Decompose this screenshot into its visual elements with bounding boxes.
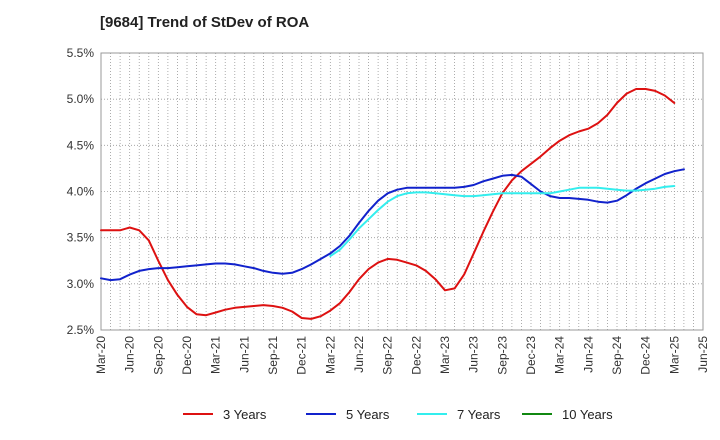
y-tick-label: 5.5% xyxy=(67,46,95,60)
y-tick-label: 2.5% xyxy=(67,323,95,337)
x-tick-label: Jun-25 xyxy=(696,336,710,373)
x-tick-label: Dec-24 xyxy=(639,336,653,375)
x-tick-label: Mar-20 xyxy=(94,336,108,374)
x-tick-label: Sep-21 xyxy=(266,336,280,375)
x-tick-label: Jun-21 xyxy=(237,336,251,373)
y-tick-label: 5.0% xyxy=(67,92,95,106)
x-tick-label: Jun-20 xyxy=(123,336,137,373)
x-tick-label: Jun-22 xyxy=(352,336,366,373)
x-tick-label: Jun-24 xyxy=(581,336,595,373)
x-tick-label: Dec-22 xyxy=(409,336,423,375)
y-tick-label: 3.5% xyxy=(67,231,95,245)
y-tick-label: 3.0% xyxy=(67,277,95,291)
legend: 3 Years 5 Years 7 Years 10 Years xyxy=(183,407,613,422)
series-layer xyxy=(100,88,685,320)
series-line-5-years xyxy=(100,168,685,282)
axis-layer: 2.5% 3.0% 3.5% 4.0% 4.5% 5.0% 5.5% Mar-20 Jun-20… xyxy=(67,46,710,375)
x-tick-label: Jun-23 xyxy=(467,336,481,373)
x-tick-label: Dec-21 xyxy=(295,336,309,375)
legend-label-7-years: 7 Years xyxy=(457,407,501,422)
legend-label-3-years: 3 Years xyxy=(223,407,267,422)
x-tick-label: Mar-23 xyxy=(438,336,452,374)
x-tick-label: Mar-22 xyxy=(323,336,337,374)
x-tick-label: Mar-25 xyxy=(667,336,681,374)
y-tick-label: 4.0% xyxy=(67,185,95,199)
x-tick-label: Sep-20 xyxy=(151,336,165,375)
series-line-3-years xyxy=(100,88,676,320)
x-tick-label: Mar-21 xyxy=(209,336,223,374)
legend-label-5-years: 5 Years xyxy=(346,407,390,422)
x-tick-label: Sep-24 xyxy=(610,336,624,375)
x-tick-label: Dec-20 xyxy=(180,336,194,375)
x-tick-label: Dec-23 xyxy=(524,336,538,375)
x-tick-label: Sep-23 xyxy=(495,336,509,375)
series-line-7-years xyxy=(329,185,676,258)
y-tick-label: 4.5% xyxy=(67,138,95,152)
chart-title: [9684] Trend of StDev of ROA xyxy=(100,14,310,31)
x-tick-label: Sep-22 xyxy=(381,336,395,375)
x-tick-label: Mar-24 xyxy=(553,336,567,374)
grid-layer xyxy=(100,52,704,331)
legend-label-10-years: 10 Years xyxy=(562,407,613,422)
